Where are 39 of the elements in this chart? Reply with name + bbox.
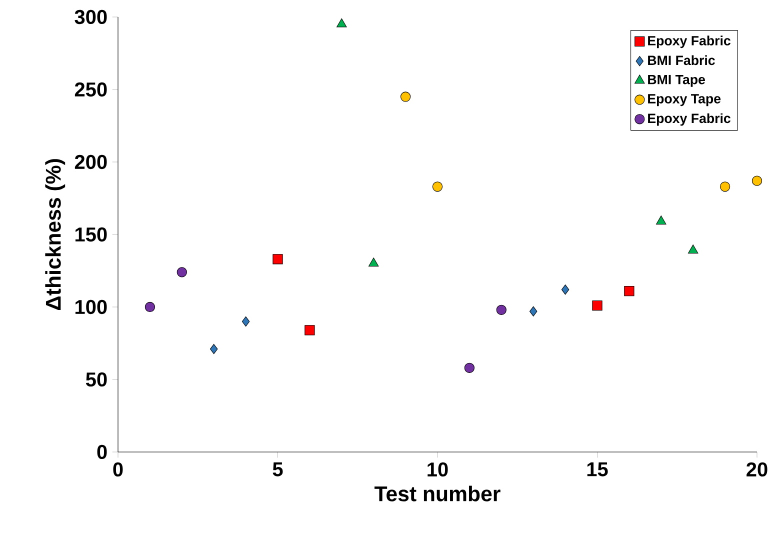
x-tick-label: 0 bbox=[113, 462, 123, 477]
point bbox=[336, 18, 347, 28]
y-tick-label: 100 bbox=[75, 300, 107, 314]
point bbox=[144, 302, 156, 312]
y-tick-label: 50 bbox=[86, 372, 107, 387]
y-tick-label: 150 bbox=[75, 227, 107, 242]
point bbox=[496, 304, 506, 315]
point bbox=[176, 267, 187, 278]
point bbox=[720, 182, 730, 192]
legend-label: BMI Tape bbox=[648, 74, 705, 87]
x-tick-label: 15 bbox=[587, 462, 608, 476]
point bbox=[688, 244, 698, 254]
point bbox=[368, 258, 379, 267]
point bbox=[592, 300, 602, 311]
legend-label: Epoxy Fabric bbox=[648, 113, 730, 126]
y-tick-label: 250 bbox=[74, 82, 107, 97]
y-tick-label: 300 bbox=[74, 10, 107, 24]
point bbox=[656, 216, 666, 225]
point bbox=[272, 254, 283, 264]
point bbox=[529, 306, 538, 316]
point bbox=[242, 316, 250, 327]
point bbox=[400, 92, 411, 102]
x-tick-label: 5 bbox=[272, 462, 283, 476]
legend-label: Epoxy Tape bbox=[648, 94, 721, 106]
x-axis-title: Test number bbox=[374, 486, 500, 502]
point bbox=[464, 362, 475, 373]
legend-label: Epoxy Fabric bbox=[648, 36, 730, 48]
point bbox=[624, 286, 634, 296]
point bbox=[304, 325, 315, 336]
y-tick-label: 0 bbox=[97, 444, 107, 460]
legend-label: BMI Fabric bbox=[648, 55, 715, 66]
x-tick-label: 10 bbox=[428, 462, 448, 477]
x-tick-label: 20 bbox=[746, 462, 768, 477]
point bbox=[210, 344, 218, 354]
point bbox=[432, 182, 443, 192]
point bbox=[752, 176, 762, 186]
y-tick-label: 200 bbox=[74, 154, 107, 170]
point bbox=[561, 284, 570, 295]
y-axis-title: Δthickness (%) bbox=[45, 159, 66, 310]
